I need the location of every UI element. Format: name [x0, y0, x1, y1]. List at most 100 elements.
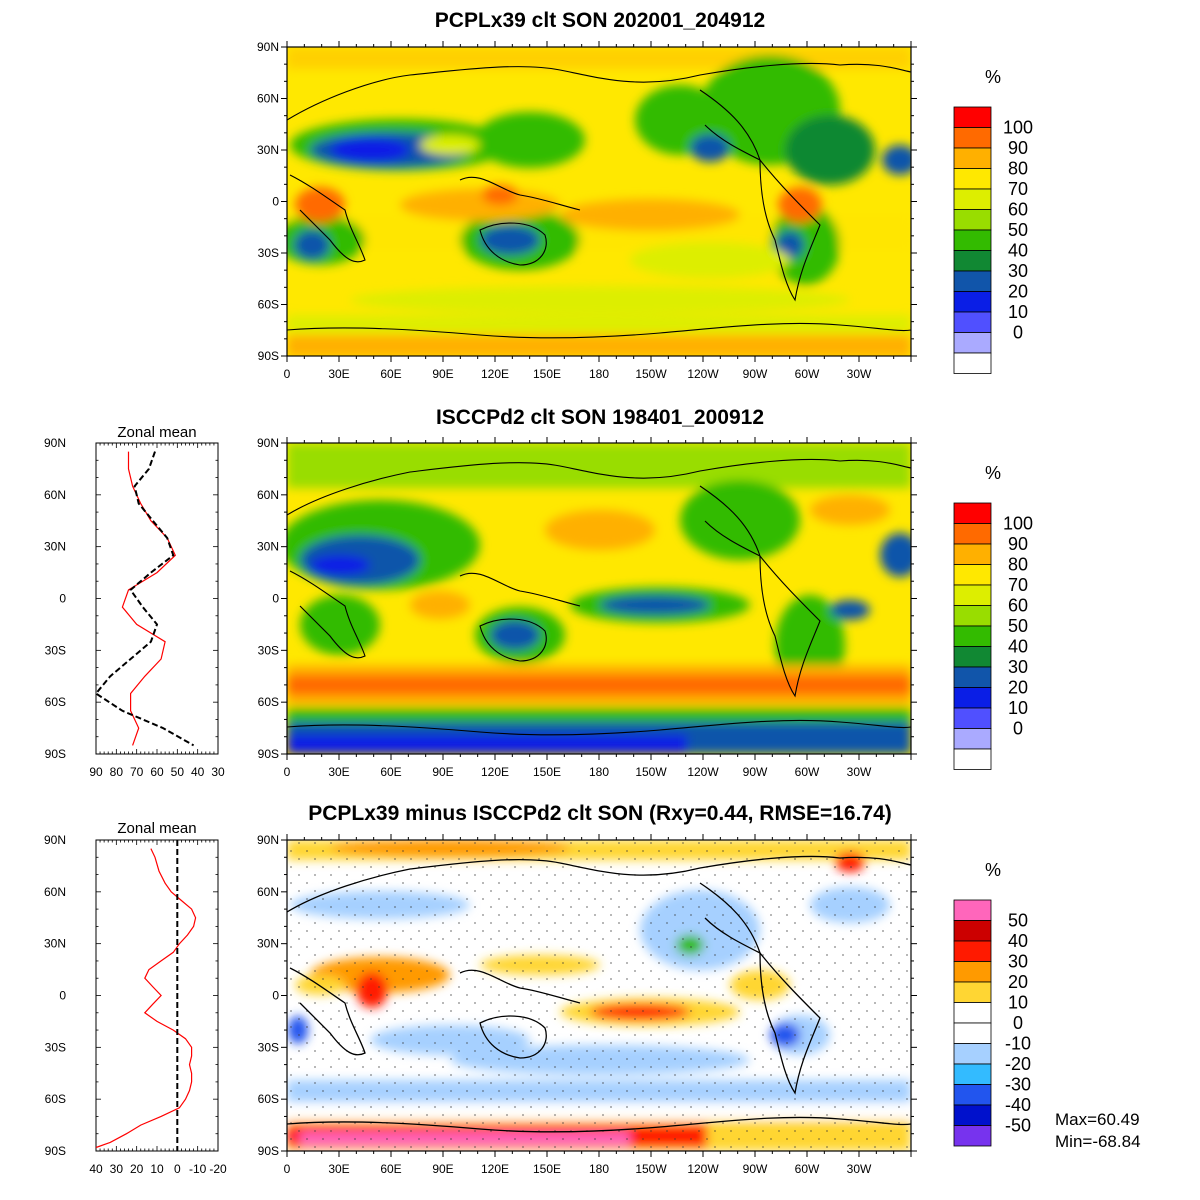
top-colorbar-swatch	[953, 291, 992, 313]
middle-colorbar-swatch	[953, 625, 992, 647]
bottom-x-tick-label: 150E	[533, 1162, 561, 1176]
bottom-colorbar-swatch	[953, 1022, 992, 1044]
top-axes: 0 30E 60E 90E 120E 150E 180 150W 120W 90W 60W 30W 90…	[257, 40, 917, 381]
bottom-zonal-x-tick-label: 40	[89, 1162, 103, 1176]
bottom-zonal-x-tick-label: 10	[150, 1162, 164, 1176]
bottom-y-tick-label: 0	[272, 989, 279, 1003]
significance-stipple	[287, 840, 911, 1151]
bottom-y-tick-label: 90N	[257, 833, 279, 847]
bottom-coastlines	[287, 855, 911, 1133]
top-y-tick-label: 0	[272, 195, 279, 209]
bottom-x-tick-label: 60E	[380, 1162, 401, 1176]
top-colorbar-label: 70	[1008, 179, 1028, 199]
bottom-colorbar-label: 10	[1008, 993, 1028, 1013]
top-x-tick-label: 120W	[687, 367, 719, 381]
middle-x-tick-label: 120E	[481, 765, 509, 779]
middle-colorbar-swatch	[953, 707, 992, 729]
bottom-x-tick-label: 0	[284, 1162, 291, 1176]
middle-y-tick-label: 90S	[258, 747, 279, 761]
top-colorbar-label: 100	[1003, 118, 1033, 138]
middle-x-tick-label: 0	[284, 765, 291, 779]
middle-colorbar-label: 20	[1008, 678, 1028, 698]
bottom-zonal-mean-title: Zonal mean	[117, 820, 196, 837]
middle-panel-title: ISCCPd2 clt SON 198401_200912	[436, 406, 764, 429]
bottom-x-tick-label: 120E	[481, 1162, 509, 1176]
bottom-colorbar-swatch	[953, 1002, 992, 1024]
top-colorbar-label: 50	[1008, 220, 1028, 240]
top-x-tick-label: 90W	[743, 367, 768, 381]
bottom-zonal-x-tick-label: 0	[174, 1162, 181, 1176]
middle-zonal-x-tick-label: 60	[150, 765, 164, 779]
bottom-y-tick-label: 30S	[258, 1040, 279, 1054]
top-colorbar-label: 20	[1008, 282, 1028, 302]
bottom-zonal-series-solid	[95, 848, 197, 1149]
top-colorbar-label: 90	[1008, 138, 1028, 158]
middle-x-tick-label: 90E	[432, 765, 453, 779]
middle-x-tick-label: 150W	[635, 765, 667, 779]
middle-zonal-series-dashed	[94, 451, 195, 747]
middle-x-tick-label: 30E	[328, 765, 349, 779]
top-colorbar-swatch	[953, 209, 992, 231]
middle-zonal-y-tick-label: 30N	[44, 540, 66, 554]
bottom-colorbar-swatch	[953, 1043, 992, 1065]
middle-x-tick-label: 150E	[533, 765, 561, 779]
middle-zonal-mean-plot: Zonal mean 90 80 70 60 50 40 30 90N 60N 30N 0 30S 60S…	[44, 424, 225, 779]
middle-y-tick-label: 60N	[257, 488, 279, 502]
bottom-y-tick-label: 60S	[258, 1092, 279, 1106]
min-stat: Min=-68.84	[1055, 1132, 1141, 1151]
top-colorbar-swatch	[953, 168, 992, 190]
middle-y-tick-label: 90N	[257, 436, 279, 450]
top-colorbar-label: 60	[1008, 200, 1028, 220]
middle-colorbar-swatch	[953, 523, 992, 545]
top-panel-title: PCPLx39 clt SON 202001_204912	[435, 9, 765, 32]
bottom-x-tick-label: 150W	[635, 1162, 667, 1176]
top-colorbar-swatch	[953, 188, 992, 210]
middle-zonal-mean-title: Zonal mean	[117, 424, 196, 441]
top-colorbar-swatch	[953, 127, 992, 149]
top-x-tick-label: 90E	[432, 367, 453, 381]
bottom-colorbar-swatch	[953, 1063, 992, 1085]
middle-x-tick-label: 60E	[380, 765, 401, 779]
bottom-zonal-x-tick-label: -10	[189, 1162, 207, 1176]
top-x-tick-label: 120E	[481, 367, 509, 381]
middle-x-tick-label: 120W	[687, 765, 719, 779]
top-x-tick-label: 0	[284, 367, 291, 381]
bottom-zonal-mean-plot: Zonal mean 40 30 20 10 0 -10 -20 90N 60N 30N 0 30S 60…	[44, 820, 227, 1176]
middle-x-tick-label: 60W	[795, 765, 820, 779]
middle-colorbar-swatch	[953, 728, 992, 750]
bottom-x-tick-label: 90W	[743, 1162, 768, 1176]
bottom-zonal-y-tick-label: 30S	[45, 1040, 66, 1054]
top-colorbar-swatch	[953, 229, 992, 251]
bottom-colorbar-label: -40	[1005, 1095, 1031, 1115]
middle-colorbar-swatch	[953, 584, 992, 606]
bottom-colorbar-unit: %	[985, 860, 1001, 880]
top-x-tick-label: 150W	[635, 367, 667, 381]
middle-colorbar-label: 0	[1013, 719, 1023, 739]
middle-zonal-x-tick-label: 40	[191, 765, 205, 779]
middle-y-tick-label: 60S	[258, 695, 279, 709]
bottom-colorbar-swatch	[953, 1125, 992, 1147]
middle-colorbar-label: 70	[1008, 575, 1028, 595]
middle-zonal-x-tick-label: 90	[89, 765, 103, 779]
bottom-y-tick-label: 90S	[258, 1144, 279, 1158]
top-y-tick-label: 90S	[258, 349, 279, 363]
bottom-colorbar-swatch	[953, 1104, 992, 1126]
top-x-tick-label: 60E	[380, 367, 401, 381]
bottom-colorbar-label: -30	[1005, 1075, 1031, 1095]
top-colorbar-label: 0	[1013, 323, 1023, 343]
middle-colorbar-label: 90	[1008, 534, 1028, 554]
top-map	[287, 47, 911, 356]
middle-zonal-y-tick-label: 90S	[45, 747, 66, 761]
bottom-colorbar-swatch	[953, 1084, 992, 1106]
bottom-map	[287, 840, 911, 1151]
bottom-zonal-y-tick-label: 90N	[44, 833, 66, 847]
middle-y-tick-label: 0	[272, 592, 279, 606]
bottom-zonal-x-tick-label: 30	[110, 1162, 124, 1176]
middle-colorbar-swatch	[953, 605, 992, 627]
bottom-colorbar-label: 50	[1008, 911, 1028, 931]
middle-colorbar-swatch	[953, 748, 992, 770]
middle-coastlines	[287, 458, 911, 736]
middle-y-tick-label: 30N	[257, 540, 279, 554]
bottom-colorbar-label: -10	[1005, 1034, 1031, 1054]
